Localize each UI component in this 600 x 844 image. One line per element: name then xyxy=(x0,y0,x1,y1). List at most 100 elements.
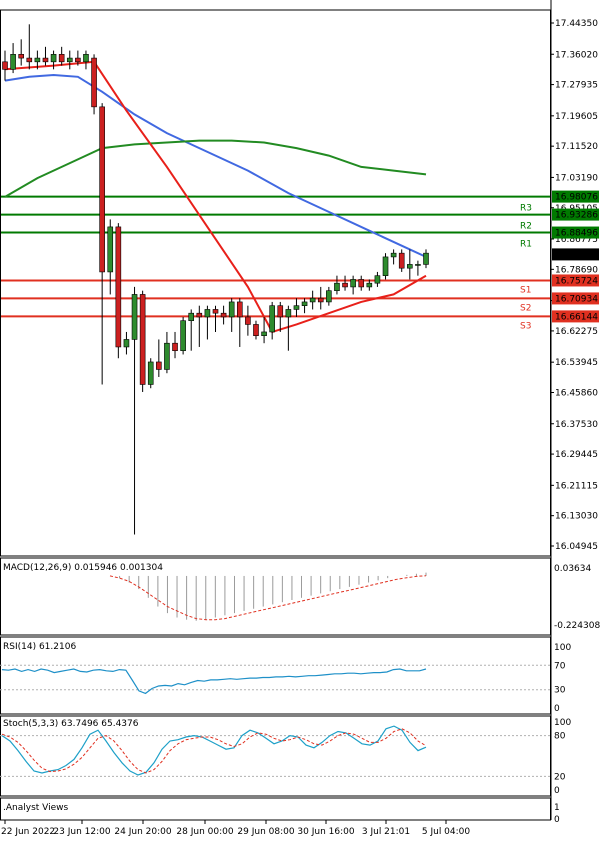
candle-body xyxy=(75,57,81,63)
candle-body xyxy=(123,339,130,348)
rsi-tick-label: 0 xyxy=(554,704,560,714)
pivot-level-label: S3 xyxy=(520,321,531,331)
pivot-level-value: 16.98076 xyxy=(555,193,598,203)
time-tick-label: 28 Jun 00:00 xyxy=(176,827,233,837)
candle-body xyxy=(18,54,24,59)
candle-body xyxy=(212,309,219,314)
candle-body xyxy=(220,312,227,318)
candle-body xyxy=(317,297,324,303)
macd-tick-label: -0.224308 xyxy=(554,621,600,631)
candle-body xyxy=(301,301,308,306)
rsi-tick-label: 100 xyxy=(554,643,571,653)
candle-body xyxy=(423,252,429,265)
candle-body xyxy=(204,309,211,318)
candle-body xyxy=(147,361,154,385)
candle-body xyxy=(334,282,340,291)
candle-body xyxy=(261,331,267,337)
price-tick-label: 16.29445 xyxy=(555,450,598,460)
time-tick-label: 23 Jun 12:00 xyxy=(53,827,110,837)
pivot-level-value: 16.66144 xyxy=(555,312,598,322)
candle-body xyxy=(366,282,373,288)
candle-body xyxy=(164,342,170,370)
candle-body xyxy=(10,54,16,70)
pivot-level-tag xyxy=(552,208,599,221)
stoch-d-line xyxy=(1,728,427,774)
price-tick-label: 16.62275 xyxy=(555,327,598,337)
pivot-level-value: 16.88496 xyxy=(555,229,598,239)
price-tick-label: 16.86775 xyxy=(555,235,598,245)
macd-tick-label: 0.03634 xyxy=(554,564,591,574)
candle-body xyxy=(156,361,162,370)
candle-body xyxy=(91,57,97,108)
current-price-value: 16.82670 xyxy=(555,250,598,260)
price-tick-label: 16.37530 xyxy=(555,420,598,430)
candle-body xyxy=(228,301,235,318)
candle-body xyxy=(358,279,365,288)
candle-body xyxy=(58,54,65,63)
stoch-tick-label: 80 xyxy=(554,732,566,742)
time-tick-label: 29 Jun 08:00 xyxy=(237,827,294,837)
candle-body xyxy=(285,309,292,318)
pivot-level-label: R1 xyxy=(520,240,532,250)
pivot-level-label: S2 xyxy=(520,303,531,313)
pivot-level-value: 16.93286 xyxy=(555,211,598,221)
moving-average-line xyxy=(4,139,427,198)
candle-body xyxy=(83,54,89,63)
pivot-level-label: S1 xyxy=(520,285,531,295)
pivot-level-value: 16.75724 xyxy=(555,276,598,286)
stoch-tick-label: 20 xyxy=(554,772,566,782)
pivot-level-tag xyxy=(552,190,599,203)
candle-body xyxy=(382,256,389,276)
candle-body xyxy=(293,305,300,310)
pivot-level-value: 16.70934 xyxy=(555,294,598,304)
time-tick-label: 3 Jul 21:01 xyxy=(362,827,410,837)
stoch-panel-title: Stoch(5,3,3) 63.7496 65.4376 xyxy=(3,719,139,729)
candle-body xyxy=(107,226,114,273)
rsi-tick-label: 30 xyxy=(554,686,566,696)
candle-body xyxy=(253,324,259,337)
pivot-level-tag xyxy=(552,310,599,323)
candle-body xyxy=(326,290,332,303)
price-tick-label: 17.27935 xyxy=(555,81,598,91)
price-tick-label: 16.04945 xyxy=(555,542,598,552)
stoch-panel-frame xyxy=(0,715,551,797)
stoch-k-line xyxy=(1,725,427,776)
price-tick-label: 17.44350 xyxy=(555,19,598,29)
stoch-tick-label: 100 xyxy=(554,718,571,728)
pivot-level-tag xyxy=(552,292,599,305)
price-tick-label: 16.13030 xyxy=(555,512,598,522)
candle-body xyxy=(245,316,251,325)
rsi-tick-label: 70 xyxy=(554,661,566,671)
candle-body xyxy=(398,252,405,269)
time-tick-label: 30 Jun 16:00 xyxy=(297,827,354,837)
analyst-tick-label: 1 xyxy=(554,803,560,813)
candle-body xyxy=(139,294,146,385)
rsi-panel-frame xyxy=(0,636,551,715)
candle-body xyxy=(196,312,203,318)
candle-body xyxy=(350,279,356,288)
candle-body xyxy=(2,61,8,70)
macd-panel-title: MACD(12,26,9) 0.015946 0.001304 xyxy=(3,563,163,573)
moving-average-line xyxy=(4,73,427,258)
current-price-tag xyxy=(552,248,599,261)
rsi-panel-title: RSI(14) 61.2106 xyxy=(3,642,76,652)
candle-body xyxy=(415,264,421,266)
price-tick-label: 16.21115 xyxy=(555,481,598,491)
candle-body xyxy=(277,305,284,318)
price-tick-label: 16.45860 xyxy=(555,389,598,399)
time-tick-label: 24 Jun 20:00 xyxy=(114,827,171,837)
candle-body xyxy=(269,305,275,333)
candle-body xyxy=(374,275,381,284)
candle-body xyxy=(99,106,105,273)
time-tick-label: 5 Jul 04:00 xyxy=(422,827,471,837)
analyst-panel-title: .Analyst Views xyxy=(3,803,68,813)
candle-body xyxy=(309,297,316,303)
price-tick-label: 17.19605 xyxy=(555,112,598,122)
pivot-level-label: R2 xyxy=(520,222,532,232)
candle-body xyxy=(188,312,195,321)
candle-body xyxy=(407,264,413,269)
candle-body xyxy=(42,57,49,63)
stoch-tick-label: 0 xyxy=(554,786,560,796)
price-tick-label: 17.03190 xyxy=(555,173,598,183)
